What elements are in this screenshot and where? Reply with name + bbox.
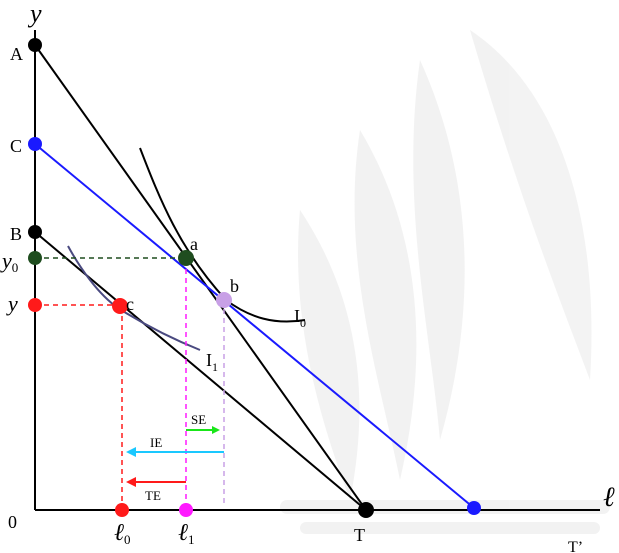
point-C <box>28 137 42 151</box>
substitution-effect-label: SE <box>191 412 206 427</box>
point-Tp <box>467 501 481 515</box>
income-effect-label: IE <box>150 435 162 450</box>
label-B: B <box>10 224 22 244</box>
label-I1: I1 <box>206 350 218 374</box>
total-effect-label: TE <box>145 488 161 503</box>
point-l1 <box>179 503 193 517</box>
label-I0: I0 <box>294 306 306 330</box>
point-T <box>358 502 374 518</box>
label-A: A <box>10 44 23 64</box>
point-B <box>28 225 42 239</box>
point-a <box>178 250 194 266</box>
point-A <box>28 38 42 52</box>
point-y1 <box>28 298 42 312</box>
label-b: b <box>230 276 239 296</box>
label-a: a <box>190 234 198 254</box>
point-c <box>112 298 128 314</box>
budget-line-CTp <box>34 143 475 509</box>
label-T: T <box>354 525 365 545</box>
budget-line-AT <box>34 44 367 511</box>
label-Tp: T’ <box>568 539 583 553</box>
label-C: C <box>10 136 22 156</box>
y-axis-label: y <box>27 0 42 28</box>
label-l0: ℓ0 <box>114 520 131 547</box>
point-b <box>216 292 232 308</box>
budget-line-BT <box>34 231 367 511</box>
x-axis-label: ℓ <box>603 482 615 513</box>
label-l1: ℓ1 <box>178 520 195 547</box>
point-y0 <box>28 251 42 265</box>
indifference-curve-I0 <box>139 147 306 323</box>
origin-label: 0 <box>8 512 17 532</box>
label-y0: y0 <box>0 248 18 275</box>
label-y1: y <box>6 291 18 316</box>
point-l0 <box>115 503 129 517</box>
label-c: c <box>126 294 134 314</box>
